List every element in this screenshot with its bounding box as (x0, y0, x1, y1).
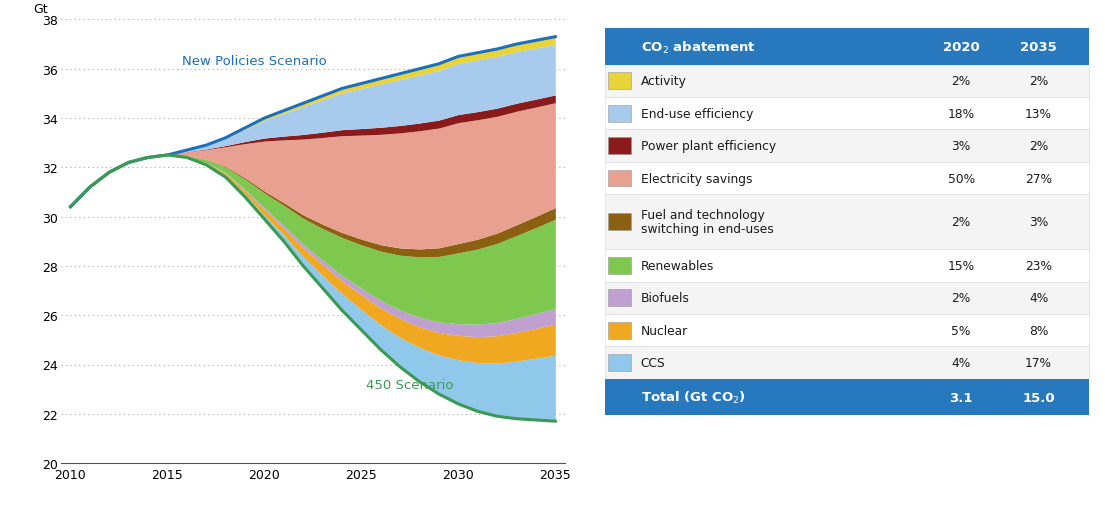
Text: 2035: 2035 (1020, 41, 1057, 54)
Text: Fuel and technology: Fuel and technology (641, 209, 765, 222)
Text: CCS: CCS (641, 356, 665, 370)
Bar (608, 214, 631, 231)
Text: 50%: 50% (948, 172, 975, 185)
Text: 23%: 23% (1025, 260, 1052, 272)
Bar (608, 138, 631, 155)
Bar (606, 379, 1090, 415)
Text: 3.1: 3.1 (949, 391, 972, 404)
Text: Renewables: Renewables (641, 260, 714, 272)
Text: Total (Gt CO$_2$): Total (Gt CO$_2$) (641, 389, 746, 405)
Text: 18%: 18% (948, 107, 975, 121)
Bar (606, 162, 1090, 195)
Bar (608, 170, 631, 187)
Text: New Policies Scenario: New Policies Scenario (182, 54, 327, 67)
Text: End-use efficiency: End-use efficiency (641, 107, 753, 121)
Text: 15.0: 15.0 (1022, 391, 1055, 404)
Text: 4%: 4% (1029, 292, 1049, 305)
Text: Activity: Activity (641, 75, 686, 88)
Bar (606, 282, 1090, 315)
Text: 5%: 5% (951, 324, 971, 337)
Bar (606, 195, 1090, 250)
Bar (608, 322, 631, 339)
Bar (606, 347, 1090, 379)
Text: 17%: 17% (1025, 356, 1052, 370)
Bar (608, 290, 631, 307)
Text: 15%: 15% (948, 260, 975, 272)
Bar (608, 105, 631, 123)
Text: switching in end-uses: switching in end-uses (641, 223, 774, 236)
Text: Power plant efficiency: Power plant efficiency (641, 140, 776, 153)
Text: Electricity savings: Electricity savings (641, 172, 753, 185)
Text: Gt: Gt (33, 3, 48, 16)
Text: 27%: 27% (1025, 172, 1052, 185)
Text: 2020: 2020 (943, 41, 979, 54)
Text: 8%: 8% (1029, 324, 1049, 337)
Text: Biofuels: Biofuels (641, 292, 690, 305)
Text: 13%: 13% (1025, 107, 1052, 121)
Bar (606, 315, 1090, 347)
Text: Nuclear: Nuclear (641, 324, 688, 337)
Text: 2%: 2% (951, 292, 970, 305)
Text: 3%: 3% (951, 140, 970, 153)
Bar (606, 250, 1090, 282)
Bar (608, 73, 631, 90)
Bar (606, 98, 1090, 130)
Text: 2%: 2% (951, 75, 970, 88)
Bar (606, 66, 1090, 98)
Text: 3%: 3% (1029, 216, 1049, 229)
Text: CO$_2$ abatement: CO$_2$ abatement (641, 39, 756, 55)
Text: 2%: 2% (951, 216, 970, 229)
Text: 2%: 2% (1029, 140, 1049, 153)
Text: 4%: 4% (951, 356, 970, 370)
Bar (606, 130, 1090, 162)
Text: 450 Scenario: 450 Scenario (366, 378, 454, 391)
Bar (608, 355, 631, 372)
Bar (608, 258, 631, 274)
Bar (606, 29, 1090, 66)
Text: 2%: 2% (1029, 75, 1049, 88)
